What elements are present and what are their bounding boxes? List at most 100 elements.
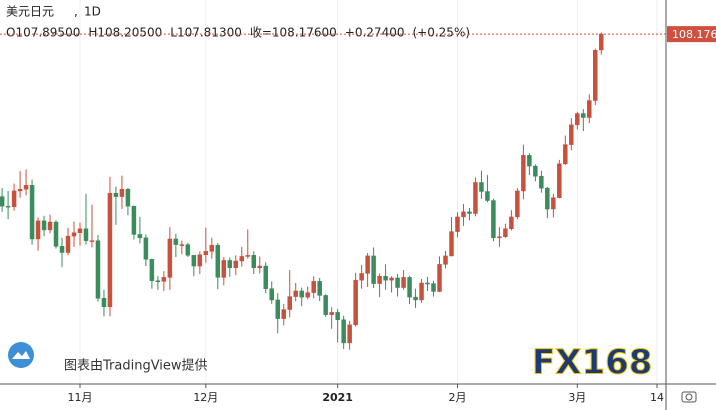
candle-body — [119, 188, 125, 197]
candle-body — [461, 211, 466, 218]
candle-body — [77, 228, 83, 233]
tradingview-attribution: 图表由TradingView提供 — [8, 342, 208, 374]
candle-body — [113, 192, 119, 197]
candle-body — [149, 259, 155, 282]
x-tick-label: 12月 — [193, 391, 218, 404]
candle-body — [29, 185, 35, 240]
candle-body — [359, 273, 364, 281]
legend-value: 收=108.17600 — [250, 26, 337, 40]
candle-body — [515, 190, 520, 218]
x-tick-label: 2021 — [322, 391, 353, 404]
candle-body — [545, 187, 550, 210]
candle-body — [443, 255, 448, 265]
candle-body — [329, 312, 334, 315]
candle-body — [563, 144, 568, 165]
candle-body — [233, 260, 239, 269]
candle-body — [533, 165, 538, 177]
candle-body — [131, 205, 137, 235]
camera-icon[interactable] — [681, 391, 697, 403]
candle-body — [497, 236, 502, 239]
ohlc-legend: O107.89500 H108.20500 L107.81300 收=108.1760… — [6, 26, 470, 40]
candle-body — [527, 155, 532, 167]
candle-body — [581, 113, 586, 118]
candle-body — [89, 240, 95, 242]
camera-body — [681, 391, 697, 403]
candle-body — [509, 216, 514, 230]
candle-body — [65, 235, 71, 253]
candle-body — [341, 319, 346, 344]
candle-body — [125, 188, 131, 207]
candle-body — [143, 237, 149, 260]
candle-body — [59, 246, 65, 253]
candle-body — [365, 255, 370, 274]
candle-body — [491, 200, 496, 239]
candle-body — [257, 265, 262, 269]
candle-body — [335, 312, 340, 320]
candle-body — [347, 324, 352, 344]
candle-body — [353, 279, 358, 326]
candle-body — [179, 244, 185, 246]
candle-body — [449, 231, 454, 257]
candle-body — [521, 155, 526, 192]
logo: FX168 — [532, 343, 652, 383]
candle-body — [377, 275, 382, 284]
candle-body — [305, 292, 310, 298]
interval-separator: , — [74, 5, 78, 19]
candle-body — [221, 260, 227, 278]
candle-body — [287, 296, 292, 310]
candle-body — [299, 290, 304, 298]
last-price-tag — [667, 26, 716, 43]
candle-body — [371, 255, 376, 284]
candle-body — [407, 277, 412, 298]
candle-body — [455, 216, 460, 232]
camera-lens — [685, 393, 693, 401]
candle-body — [419, 282, 424, 301]
x-tick-label: 11月 — [67, 391, 92, 404]
candle-body — [425, 282, 430, 285]
candle-body — [41, 220, 47, 231]
candle-body — [209, 244, 215, 252]
candle-body — [191, 255, 197, 267]
candle-body — [437, 264, 442, 292]
x-tick-label: 2月 — [448, 391, 466, 404]
watermark: 图表由TradingView提供 — [64, 358, 208, 374]
candle-body — [47, 221, 53, 231]
candle-body — [551, 197, 556, 210]
candle-body — [395, 277, 400, 288]
legend-value: (+0.25%) — [412, 26, 470, 40]
candle-body — [311, 281, 316, 293]
candle-body — [269, 288, 274, 301]
candle-body — [0, 196, 5, 207]
last-price-label: 108.176 — [672, 28, 716, 41]
candle-body — [53, 221, 59, 247]
candle-body — [5, 205, 11, 208]
candle-body — [317, 281, 322, 296]
tv-logo-mark — [12, 351, 30, 359]
candle-body — [35, 220, 41, 240]
candle-body — [215, 244, 221, 278]
candle-body — [587, 100, 592, 118]
candle-body — [245, 255, 251, 257]
candle-body — [23, 185, 29, 190]
candle-body — [197, 254, 203, 267]
candle-body — [599, 33, 604, 51]
candle-body — [401, 277, 406, 288]
candle-body — [467, 211, 472, 214]
candle-body — [389, 277, 394, 281]
candle-body — [575, 113, 580, 126]
x-tick-label: 14 — [650, 391, 664, 404]
candle-body — [203, 251, 209, 256]
candle-body — [173, 238, 179, 245]
candle-body — [239, 256, 245, 262]
candle-body — [485, 191, 490, 201]
symbol-title: 美元日元 — [6, 5, 54, 19]
grid — [79, 0, 658, 383]
legend-value: O107.89500 — [6, 26, 80, 40]
candles — [0, 32, 604, 350]
candle-body — [323, 295, 328, 315]
candle-body — [479, 182, 484, 192]
candle-body — [539, 175, 544, 189]
candle-body — [95, 240, 101, 299]
candle-body — [101, 298, 107, 307]
